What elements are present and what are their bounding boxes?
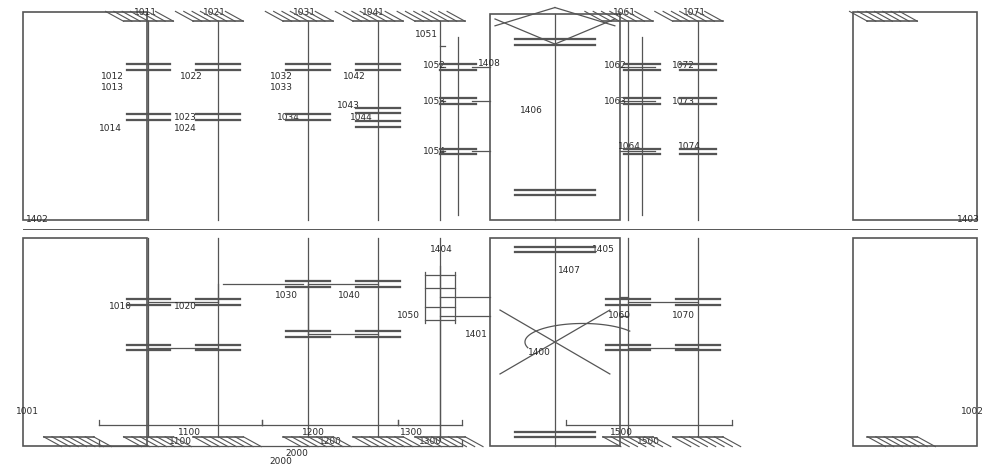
Text: 1406: 1406 (520, 106, 543, 115)
Text: 1040: 1040 (338, 291, 361, 300)
Text: 1051: 1051 (415, 30, 438, 39)
Text: 1063: 1063 (604, 97, 627, 106)
Text: 1200: 1200 (319, 437, 342, 446)
Text: 1044: 1044 (350, 113, 373, 121)
Text: 1024: 1024 (174, 124, 197, 133)
Text: 1031: 1031 (293, 7, 316, 17)
Text: 1060: 1060 (608, 311, 631, 320)
Text: 1401: 1401 (465, 330, 488, 339)
Text: 1022: 1022 (180, 71, 203, 80)
Text: 1061: 1061 (613, 7, 636, 17)
Text: 1052: 1052 (423, 61, 446, 70)
Text: 1074: 1074 (678, 142, 701, 151)
Text: 1041: 1041 (362, 7, 385, 17)
Text: 1073: 1073 (672, 97, 695, 106)
Text: 1064: 1064 (618, 142, 641, 151)
Text: 1014: 1014 (99, 124, 121, 133)
Text: 1043: 1043 (337, 101, 360, 110)
Text: 1042: 1042 (343, 71, 366, 80)
Text: 1100: 1100 (169, 437, 192, 446)
Bar (853, 238, 977, 446)
Bar (490, 14, 620, 220)
Text: 1403: 1403 (957, 215, 980, 224)
Text: 1054: 1054 (423, 147, 446, 156)
Text: 1500: 1500 (610, 428, 633, 437)
Text: 1300: 1300 (400, 428, 423, 437)
Text: 1033: 1033 (270, 83, 293, 92)
Text: 1062: 1062 (604, 61, 627, 70)
Text: 1300: 1300 (419, 437, 442, 446)
Text: 1012: 1012 (101, 71, 123, 80)
Text: 2000: 2000 (269, 457, 292, 467)
Text: 1071: 1071 (683, 7, 706, 17)
Bar (853, 12, 977, 220)
Text: 1100: 1100 (178, 428, 201, 437)
Text: 1023: 1023 (174, 113, 197, 121)
Bar (23, 238, 147, 446)
Text: 1402: 1402 (26, 215, 48, 224)
Text: 1405: 1405 (592, 245, 615, 254)
Text: 1021: 1021 (203, 7, 226, 17)
Text: 1407: 1407 (558, 266, 581, 275)
Text: 1500: 1500 (637, 437, 660, 446)
Text: 1404: 1404 (430, 245, 453, 254)
Text: 1070: 1070 (672, 311, 695, 320)
Text: 1010: 1010 (109, 302, 132, 311)
Text: 1020: 1020 (174, 302, 197, 311)
Text: 1072: 1072 (672, 61, 695, 70)
Text: 1011: 1011 (134, 7, 157, 17)
Bar (490, 238, 620, 446)
Text: 1002: 1002 (961, 407, 984, 416)
Bar (23, 12, 147, 220)
Text: 2000: 2000 (285, 449, 308, 458)
Text: 1400: 1400 (528, 348, 551, 357)
Text: 1013: 1013 (101, 83, 124, 92)
Text: 1050: 1050 (397, 311, 420, 320)
Text: 1408: 1408 (478, 59, 501, 68)
Text: 1053: 1053 (423, 97, 446, 106)
Text: 1001: 1001 (16, 407, 39, 416)
Text: 1034: 1034 (277, 113, 300, 121)
Text: 1030: 1030 (275, 291, 298, 300)
Text: 1032: 1032 (270, 71, 293, 80)
Text: 1200: 1200 (302, 428, 325, 437)
